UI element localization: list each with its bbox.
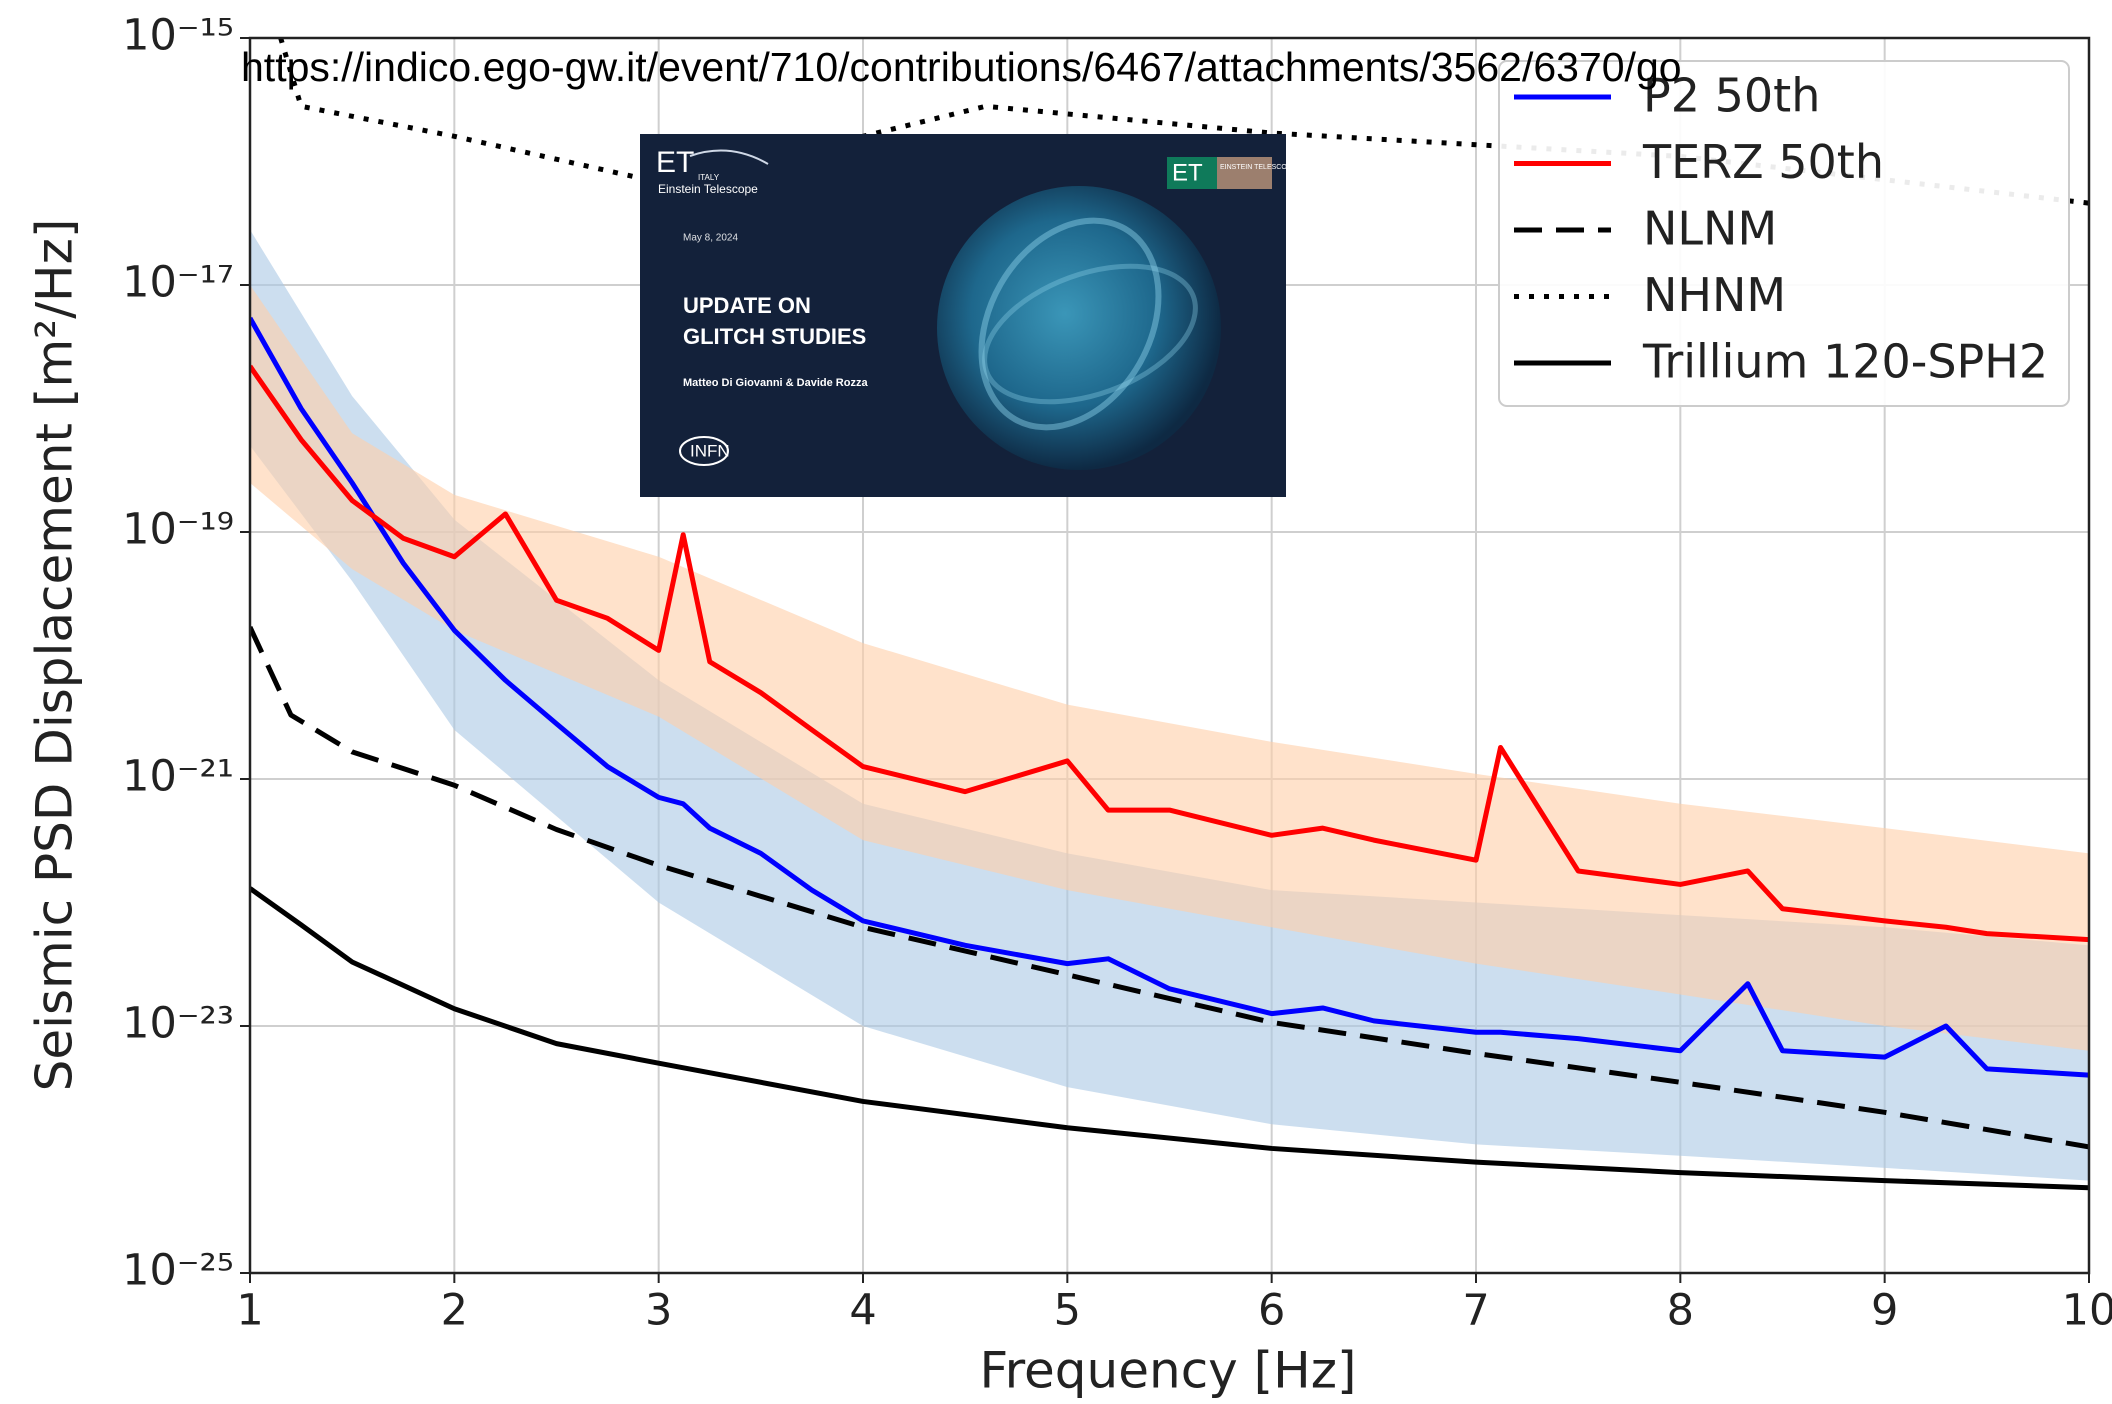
lines (250, 38, 2089, 1191)
legend-label: Trillium 120-SPH2 (1642, 335, 2048, 389)
inset-date: May 8, 2024 (683, 233, 738, 244)
y-tick-label: 10⁻¹⁵ (122, 11, 234, 61)
inset-right-logo-sub: EINSTEIN TELESCOPE (1220, 164, 1296, 171)
x-tick-label: 4 (849, 1286, 876, 1336)
y-tick-label: 10⁻²⁵ (122, 1246, 234, 1296)
plot-frame (248, 36, 2091, 1275)
legend-label: NHNM (1643, 268, 1786, 322)
series-line (250, 364, 2089, 943)
inset-authors: Matteo Di Giovanni & Davide Rozza (683, 377, 868, 389)
y-tick-label: 10⁻²¹ (122, 752, 234, 802)
legend-label: NLNM (1643, 202, 1777, 256)
inset-right-logo-box (1217, 157, 1272, 189)
inset-swirl (982, 263, 1198, 405)
inset-right-logo: ET (1172, 159, 1203, 186)
ticks: 1 2 3 4 5 6 7 8 9 10 10⁻²⁵ 10⁻²³ 10⁻²¹ 10⁻¹⁹ 10⁻¹⁷ 10⁻¹… (122, 11, 2112, 1336)
inset-title: UPDATE ON (683, 293, 811, 318)
x-axis-title: Frequency [Hz] (979, 1342, 1356, 1400)
inset-sphere (937, 186, 1221, 470)
y-tick-label: 10⁻¹⁷ (122, 258, 234, 308)
x-tick-label: 1 (236, 1286, 263, 1336)
y-tick-label: 10⁻²³ (122, 999, 234, 1049)
percentile-band (250, 285, 2089, 1051)
y-axis-title: Seismic PSD Displacement [m²/Hz] (26, 219, 84, 1092)
inset-institution: INFN (690, 441, 730, 460)
series-line (250, 316, 2089, 1078)
inset-logo-caption: Einstein Telescope (658, 182, 758, 196)
bands (250, 229, 2089, 1181)
series-line (250, 886, 2089, 1191)
legend-label: P2 50th (1643, 69, 1820, 123)
x-tick-label: 9 (1871, 1286, 1898, 1336)
inset-slide: ET ITALY Einstein Telescope ET EINSTEIN … (640, 134, 1296, 497)
x-tick-label: 8 (1667, 1286, 1694, 1336)
x-tick-label: 3 (645, 1286, 672, 1336)
x-tick-label: 7 (1462, 1286, 1489, 1336)
y-tick-label: 10⁻¹⁹ (122, 505, 234, 555)
inset-swirl (978, 217, 1162, 431)
legend-box (1498, 60, 2070, 407)
inset-infn-ring (679, 436, 729, 466)
inset-logo-arc (689, 149, 769, 165)
x-tick-label: 6 (1258, 1286, 1285, 1336)
inset-title: GLITCH STUDIES (683, 324, 866, 349)
x-tick-label: 5 (1054, 1286, 1081, 1336)
legend: P2 50th TERZ 50th NLNM NHNM Trillium 120-SPH… (1498, 60, 2070, 407)
x-tick-label: 10 (2062, 1286, 2112, 1336)
x-tick-label: 2 (441, 1286, 468, 1336)
inset-logo-sub: ITALY (698, 173, 720, 182)
legend-label: TERZ 50th (1642, 135, 1884, 189)
inset-right-logo-box (1167, 157, 1217, 189)
annotation-url: https://indico.ego-gw.it/event/710/contr… (241, 44, 1682, 90)
series-line (250, 625, 2089, 1150)
inset-logo: ET (656, 146, 694, 179)
